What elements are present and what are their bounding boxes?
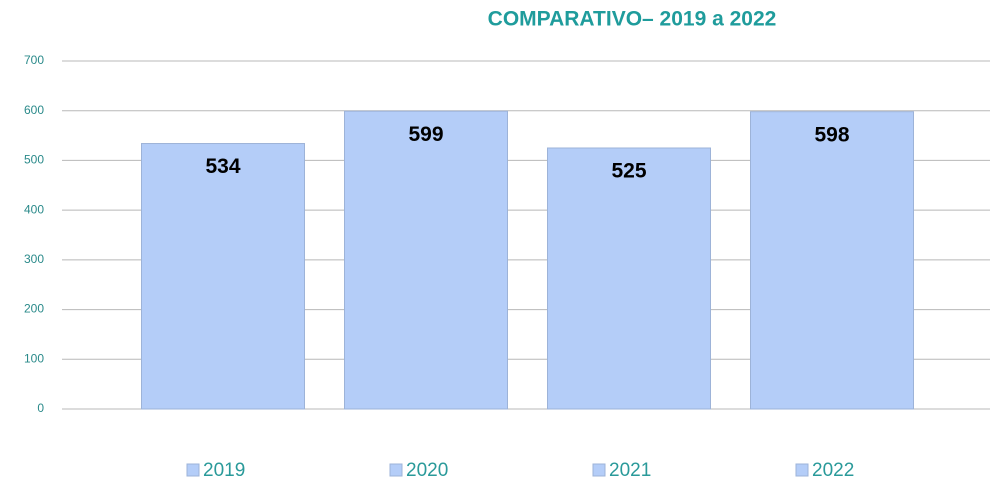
- legend-swatch: [389, 463, 403, 477]
- data-label: 534: [205, 155, 240, 178]
- legend-swatch: [186, 463, 200, 477]
- y-tick-label: 100: [24, 351, 44, 365]
- bar: [750, 111, 914, 410]
- legend-swatch: [795, 463, 809, 477]
- y-tick-label: 200: [24, 302, 44, 316]
- y-tick-label: 600: [24, 103, 44, 117]
- y-tick-label: 700: [24, 53, 44, 67]
- bar: [141, 143, 305, 410]
- legend-label: 2020: [406, 460, 448, 481]
- bar: [344, 110, 508, 410]
- data-label: 525: [611, 160, 646, 183]
- chart-title: COMPARATIVO– 2019 a 2022: [488, 8, 777, 31]
- y-tick-label: 0: [37, 401, 44, 415]
- bar: [547, 147, 711, 410]
- legend-label: 2022: [812, 460, 854, 481]
- y-tick-label: 500: [24, 153, 44, 167]
- legend-swatch: [592, 463, 606, 477]
- data-label: 599: [408, 123, 443, 146]
- legend-label: 2021: [609, 460, 651, 481]
- y-tick-label: 400: [24, 202, 44, 216]
- legend-label: 2019: [203, 460, 245, 481]
- y-tick-label: 300: [24, 252, 44, 266]
- data-label: 598: [814, 123, 849, 146]
